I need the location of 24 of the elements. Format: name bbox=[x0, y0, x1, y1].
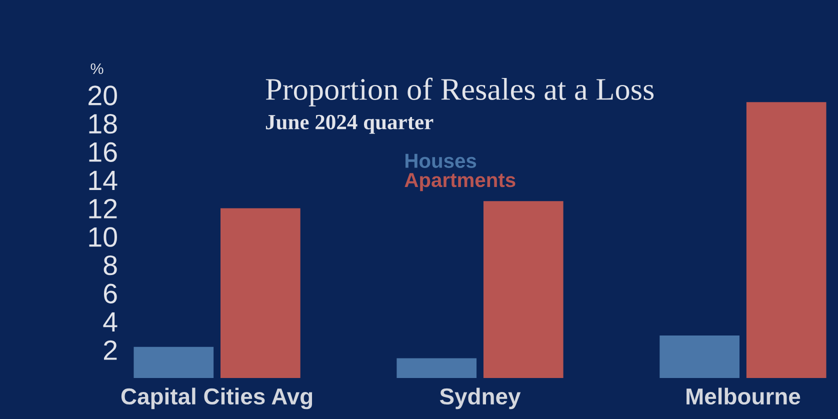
series-label: Apartments bbox=[404, 173, 516, 192]
y-tick-label: 10 bbox=[89, 227, 117, 247]
y-tick-label: 18 bbox=[89, 114, 117, 134]
x-tick-label: Sydney bbox=[440, 388, 521, 410]
bar bbox=[746, 102, 826, 378]
chart-title: Proportion of Resales at a Loss bbox=[266, 78, 654, 106]
bar bbox=[660, 336, 740, 378]
y-axis-title: % bbox=[90, 63, 104, 74]
x-tick-label: Melbourne bbox=[686, 388, 800, 405]
y-tick-label: 12 bbox=[89, 198, 117, 218]
y-tick-label: 20 bbox=[88, 86, 117, 106]
y-tick-label: 4 bbox=[103, 312, 118, 332]
y-tick-label: 8 bbox=[104, 255, 117, 276]
bar bbox=[220, 208, 300, 378]
y-tick-label: 2 bbox=[104, 340, 117, 360]
bar bbox=[396, 358, 477, 378]
bar bbox=[134, 346, 214, 378]
y-tick-label: 6 bbox=[104, 284, 117, 304]
text: Houses bbox=[406, 154, 476, 168]
text: June 2024 quarter bbox=[266, 114, 434, 134]
bar bbox=[483, 201, 564, 378]
y-tick-label: 14 bbox=[89, 170, 118, 190]
x-tick-label: Capital Cities Avg bbox=[121, 388, 312, 410]
y-tick-label: 16 bbox=[89, 142, 117, 162]
